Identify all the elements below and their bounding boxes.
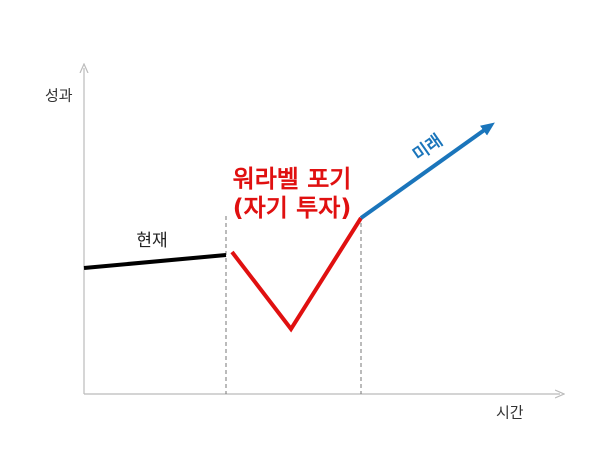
present-label: 현재 xyxy=(136,231,167,251)
y-axis-label: 성과 xyxy=(45,87,73,105)
present-line xyxy=(83,253,227,270)
sacrifice-label: (자기 투자) xyxy=(233,194,352,222)
sacrifice-line xyxy=(230,216,363,333)
sacrifice-label: 워라벨 포기 xyxy=(233,165,352,193)
x-axis-label: 시간 xyxy=(496,404,524,422)
future-arrow xyxy=(359,122,495,220)
